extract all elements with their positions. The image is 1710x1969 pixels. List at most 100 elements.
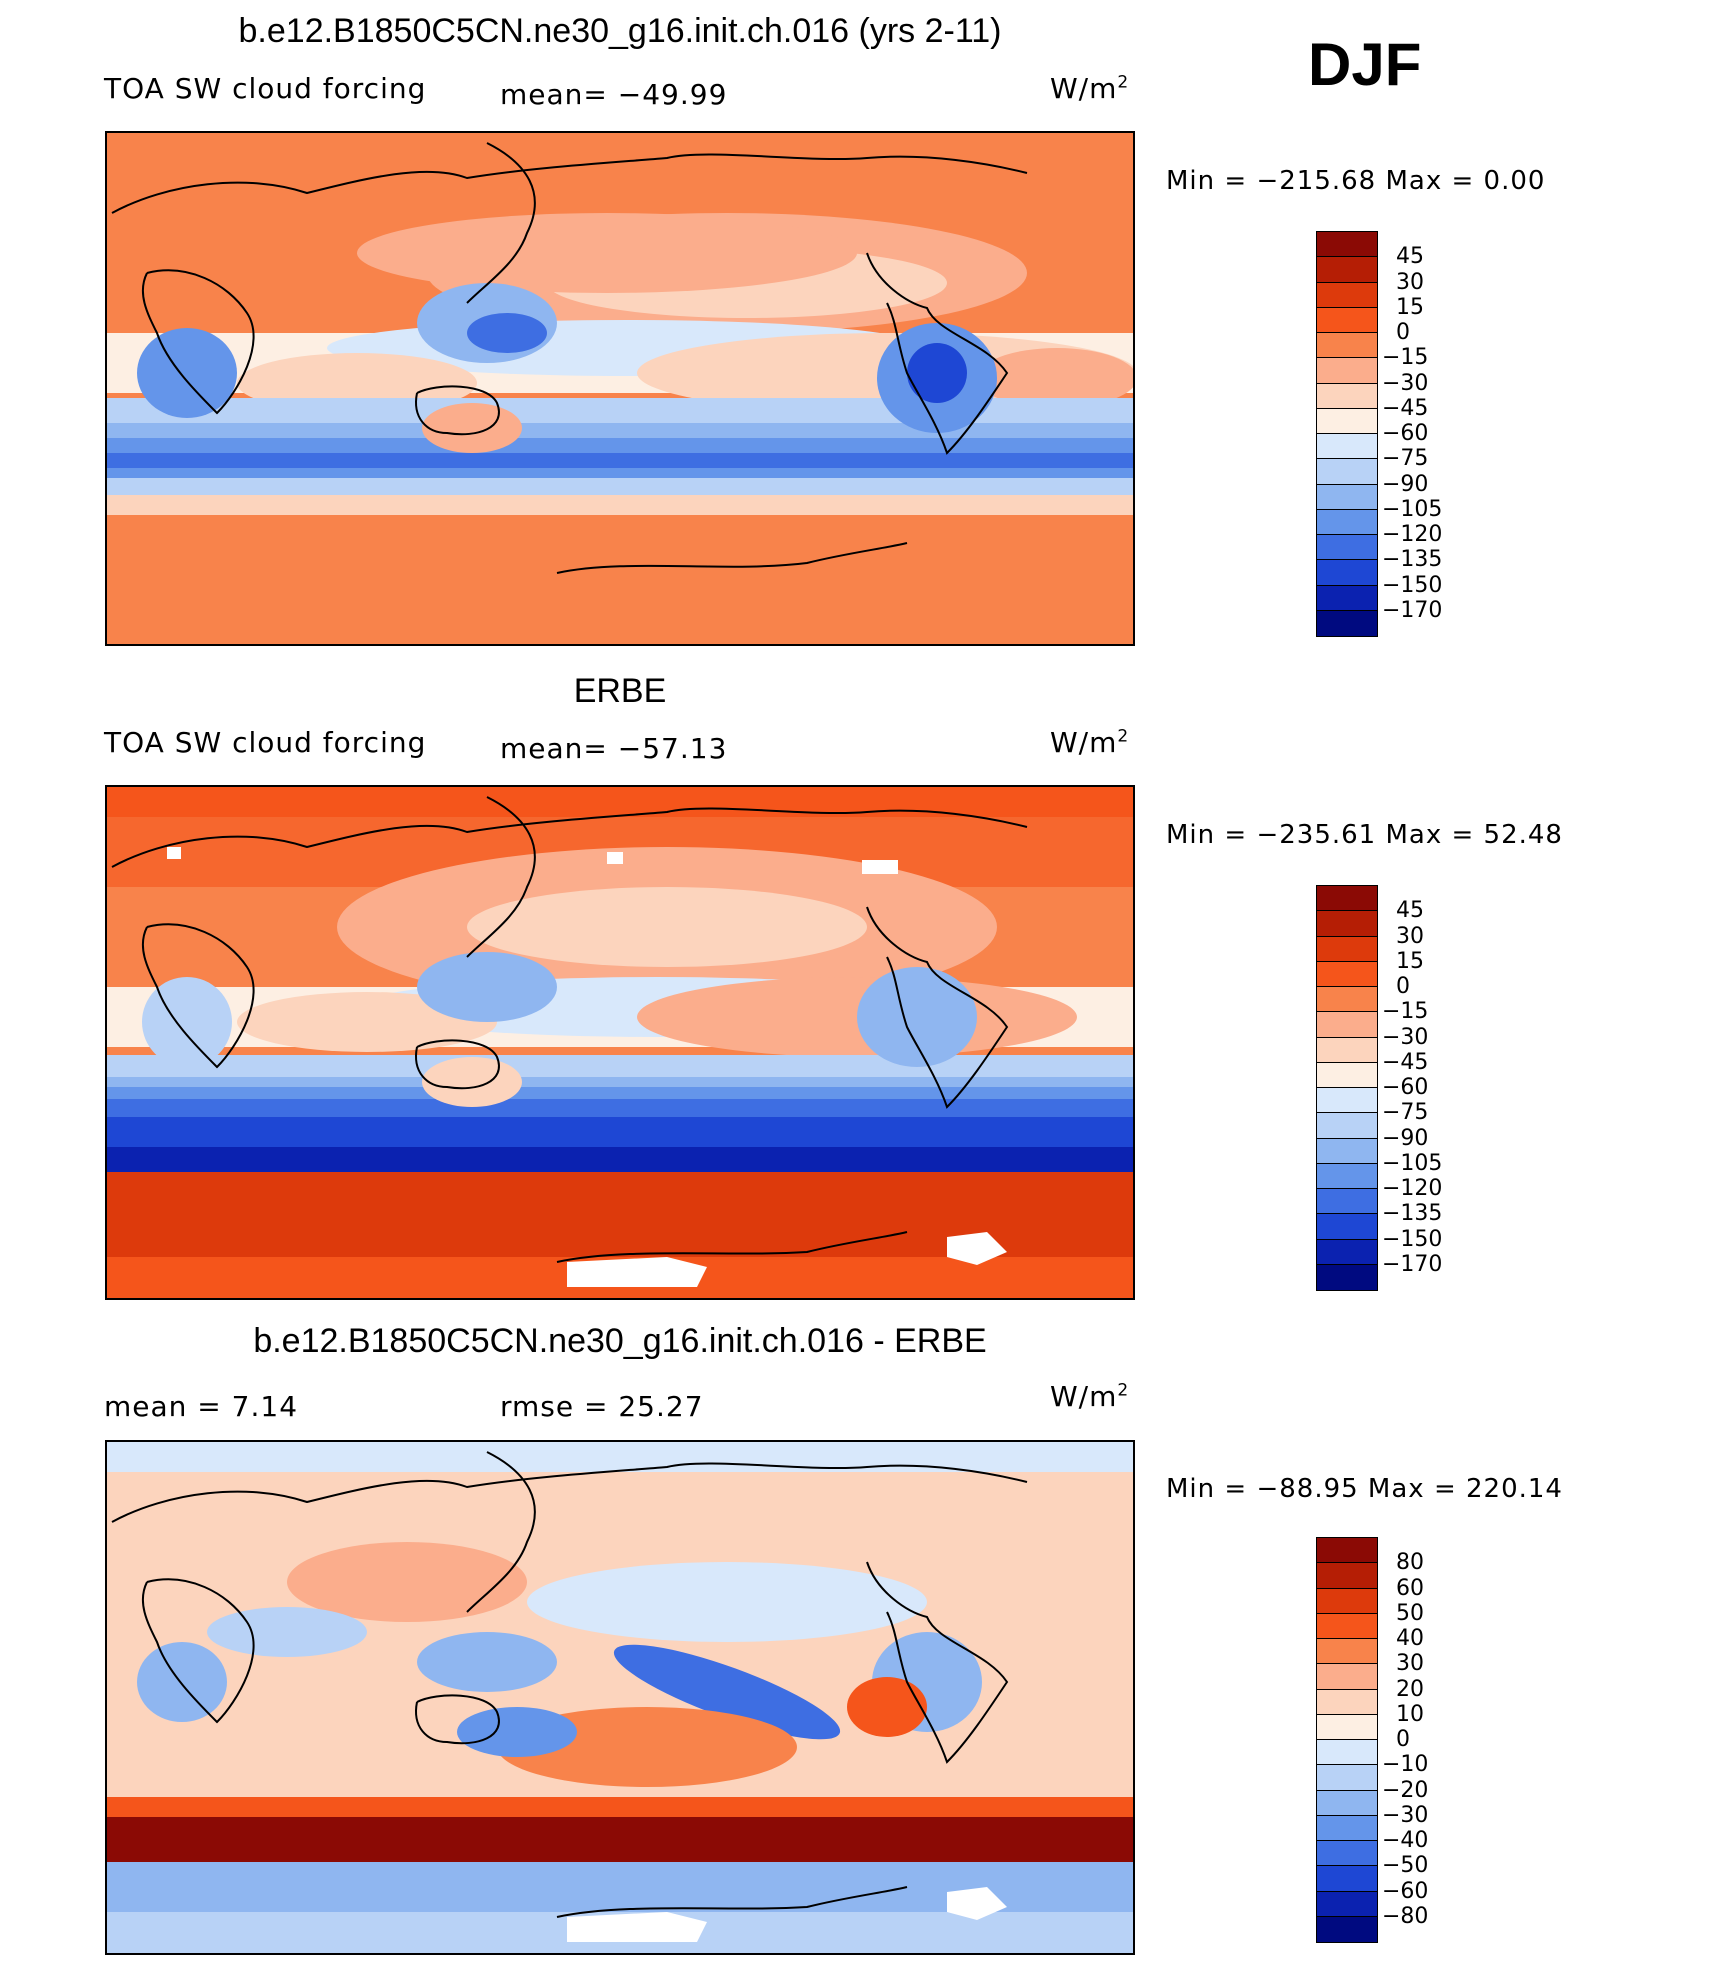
- colorbar-tick-label: 15: [1396, 948, 1424, 974]
- colorbar-swatch: [1317, 1740, 1377, 1766]
- panel3-min-max: Min = −88.95 Max = 220.14: [1166, 1474, 1563, 1504]
- colorbar-tick-label: −105: [1382, 1150, 1443, 1176]
- colorbar-swatch: [1317, 434, 1377, 460]
- colorbar-tick-label: 45: [1396, 244, 1424, 270]
- colorbar-swatch: [1317, 1538, 1377, 1564]
- colorbar-tick-label: 45: [1396, 898, 1424, 924]
- colorbar-swatch: [1317, 408, 1377, 434]
- colorbar-tick-label: 0: [1396, 1727, 1410, 1752]
- colorbar-tick-label: 30: [1396, 269, 1424, 295]
- colorbar-swatch: [1317, 535, 1377, 561]
- panel3-difference-map: [105, 1440, 1135, 1955]
- colorbar-tick-label: −105: [1382, 496, 1443, 522]
- panel2-erbe-map: [105, 785, 1135, 1300]
- panel2-variable-label: TOA SW cloud forcing: [104, 726, 427, 759]
- colorbar-tick-label: 20: [1396, 1676, 1424, 1702]
- colorbar-swatch: [1317, 1264, 1377, 1290]
- panel1-min-max: Min = −215.68 Max = 0.00: [1166, 166, 1546, 196]
- colorbar-tick-label: −30: [1382, 370, 1429, 396]
- panel3-units: W/m2: [1050, 1380, 1130, 1413]
- colorbar-tick-label: −120: [1382, 1176, 1443, 1201]
- colorbar-tick-label: 60: [1396, 1575, 1424, 1601]
- colorbar-tick-label: −40: [1382, 1828, 1429, 1853]
- colorbar-swatch: [1317, 333, 1377, 359]
- colorbar-swatch: [1317, 1664, 1377, 1690]
- colorbar-swatch: [1317, 886, 1377, 912]
- colorbar-swatch: [1317, 1790, 1377, 1816]
- colorbar-swatch: [1317, 1588, 1377, 1614]
- colorbar-swatch: [1317, 1138, 1377, 1164]
- colorbar-swatch: [1317, 1714, 1377, 1740]
- colorbar-tick-label: −60: [1382, 421, 1429, 446]
- colorbar-swatch: [1317, 1012, 1377, 1038]
- colorbar-tick-label: 30: [1396, 1651, 1424, 1677]
- colorbar-tick-label: −170: [1382, 597, 1443, 623]
- colorbar-tick-label: 30: [1396, 923, 1424, 949]
- colorbar-swatch: [1317, 911, 1377, 937]
- colorbar-swatch: [1317, 257, 1377, 283]
- colorbar-tick-label: 10: [1396, 1701, 1424, 1727]
- colorbar-swatch: [1317, 961, 1377, 987]
- colorbar-tick-label: 0: [1396, 974, 1410, 999]
- colorbar-swatch: [1317, 1214, 1377, 1240]
- colorbar-swatch: [1317, 509, 1377, 535]
- colorbar-swatch: [1317, 1613, 1377, 1639]
- colorbar-swatch: [1317, 1239, 1377, 1265]
- panel1-mean-label: mean= −49.99: [500, 78, 728, 111]
- colorbar-tick-label: −10: [1382, 1752, 1429, 1778]
- colorbar-swatch: [1317, 383, 1377, 409]
- colorbar-swatch: [1317, 1891, 1377, 1917]
- colorbar-tick-label: −90: [1382, 1125, 1429, 1151]
- panel1-colorbar: [1316, 231, 1378, 637]
- colorbar-swatch: [1317, 1689, 1377, 1715]
- colorbar-tick-label: −135: [1382, 547, 1443, 573]
- panel1-title: b.e12.B1850C5CN.ne30_g16.init.ch.016 (yr…: [238, 12, 1002, 50]
- panel2-title: ERBE: [573, 672, 667, 710]
- season-label: DJF: [1308, 31, 1422, 98]
- colorbar-swatch: [1317, 1088, 1377, 1114]
- panel2-units: W/m2: [1050, 726, 1130, 759]
- colorbar-swatch: [1317, 1062, 1377, 1088]
- colorbar-tick-label: −135: [1382, 1201, 1443, 1227]
- colorbar-tick-label: −170: [1382, 1251, 1443, 1277]
- colorbar-tick-label: −30: [1382, 1802, 1429, 1828]
- colorbar-swatch: [1317, 1765, 1377, 1791]
- colorbar-swatch: [1317, 282, 1377, 308]
- colorbar-tick-label: 40: [1396, 1626, 1424, 1651]
- colorbar-tick-label: −90: [1382, 471, 1429, 497]
- colorbar-swatch: [1317, 1866, 1377, 1892]
- colorbar-tick-label: 15: [1396, 294, 1424, 320]
- colorbar-tick-label: −80: [1382, 1903, 1429, 1929]
- colorbar-tick-label: −45: [1382, 395, 1429, 421]
- colorbar-swatch: [1317, 560, 1377, 586]
- colorbar-swatch: [1317, 1815, 1377, 1841]
- colorbar-swatch: [1317, 358, 1377, 384]
- colorbar-swatch: [1317, 610, 1377, 636]
- colorbar-tick-label: −75: [1382, 1100, 1429, 1126]
- colorbar-tick-label: −20: [1382, 1777, 1429, 1803]
- colorbar-tick-label: −60: [1382, 1878, 1429, 1904]
- colorbar-swatch: [1317, 1841, 1377, 1867]
- panel1-model-map: [105, 131, 1135, 646]
- panel2-colorbar: [1316, 885, 1378, 1291]
- colorbar-tick-label: −150: [1382, 572, 1443, 598]
- colorbar-tick-label: 0: [1396, 320, 1410, 345]
- colorbar-tick-label: −60: [1382, 1075, 1429, 1100]
- colorbar-tick-label: −50: [1382, 1853, 1429, 1879]
- colorbar-swatch: [1317, 1163, 1377, 1189]
- colorbar-swatch: [1317, 1037, 1377, 1063]
- panel1-units: W/m2: [1050, 72, 1130, 105]
- colorbar-swatch: [1317, 936, 1377, 962]
- colorbar-tick-label: −30: [1382, 1024, 1429, 1050]
- colorbar-swatch: [1317, 307, 1377, 333]
- colorbar-swatch: [1317, 1916, 1377, 1942]
- colorbar-tick-label: −45: [1382, 1049, 1429, 1075]
- panel3-rmse-label: rmse = 25.27: [500, 1390, 704, 1423]
- colorbar-tick-label: −75: [1382, 446, 1429, 472]
- colorbar-swatch: [1317, 1639, 1377, 1665]
- colorbar-tick-label: 80: [1396, 1550, 1424, 1576]
- panel2-min-max: Min = −235.61 Max = 52.48: [1166, 820, 1563, 850]
- panel1-variable-label: TOA SW cloud forcing: [104, 72, 427, 105]
- colorbar-swatch: [1317, 585, 1377, 611]
- colorbar-swatch: [1317, 1563, 1377, 1589]
